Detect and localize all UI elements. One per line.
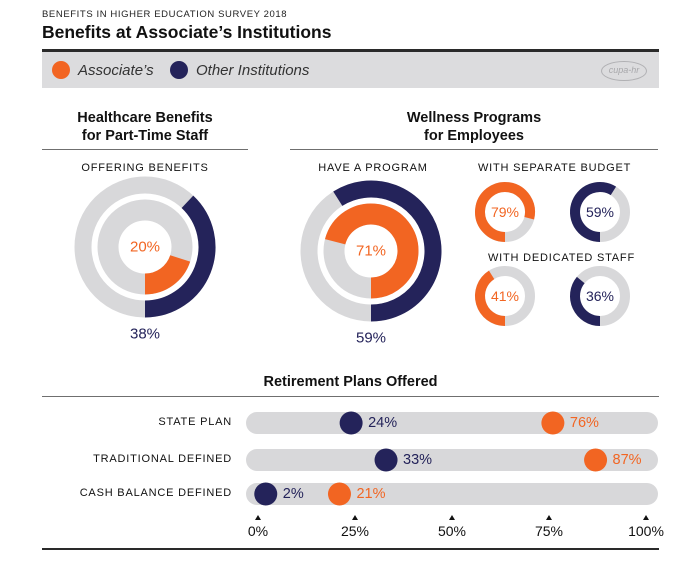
budget-associates-value-label: 79%: [491, 204, 519, 220]
healthcare-title: Healthcare Benefits for Part-Time Staff: [42, 109, 248, 145]
associates-arc: [144, 254, 191, 295]
other-value-label: 59%: [356, 330, 386, 347]
associates-dot-icon: [52, 61, 70, 79]
staff-associates-arc: [475, 270, 506, 326]
wellness-divider: [290, 149, 658, 150]
other-institutions-dot: [374, 448, 398, 472]
axis-tick-marker: [643, 515, 649, 520]
axis-tick-label: 0%: [248, 523, 268, 539]
offering-benefits-label: OFFERING BENEFITS: [81, 162, 209, 174]
other-institutions-dot: [339, 411, 363, 435]
row-label: STATE PLAN: [158, 416, 232, 428]
axis-tick-marker: [255, 515, 261, 520]
staff-other-arc: [570, 276, 601, 326]
wellness-title: Wellness Programs for Employees: [290, 109, 658, 145]
staff-other-value-label: 36%: [586, 288, 614, 304]
axis-tick-label: 75%: [535, 523, 563, 539]
separate-budget-label: WITH SEPARATE BUDGET: [478, 162, 632, 174]
other-institutions-arc: [144, 195, 216, 318]
associates-value-label: 76%: [570, 415, 599, 431]
associates-value-label: 71%: [356, 243, 386, 260]
have-program-label: HAVE A PROGRAM: [318, 162, 428, 174]
retirement-divider: [42, 396, 659, 397]
budget-other-donut: 59%: [570, 182, 630, 242]
wellness-title-line1: Wellness Programs: [406, 110, 542, 126]
axis-tick-label: 50%: [438, 523, 466, 539]
axis-tick-marker: [449, 515, 455, 520]
dedicated-staff-label: WITH DEDICATED STAFF: [488, 252, 635, 264]
legend-label: Associate’s: [78, 61, 154, 79]
page-title: Benefits at Associate’s Institutions: [42, 22, 332, 42]
associates-value-label: 21%: [356, 486, 385, 502]
other-institutions-value-label: 33%: [403, 452, 432, 468]
budget-associates-arc: [475, 182, 535, 242]
axis-tick-marker: [546, 515, 552, 520]
top-divider: [42, 49, 659, 52]
staff-associates-donut: 41%: [475, 266, 535, 326]
associates-value-label: 20%: [130, 239, 160, 256]
budget-associates-donut: 79%: [475, 182, 535, 242]
budget-other-value-label: 59%: [586, 204, 614, 220]
associates-dot: [327, 482, 351, 506]
staff-other-donut: 36%: [570, 266, 630, 326]
wellness-title-line2: for Employees: [424, 128, 524, 144]
healthcare-donut: 20% 38%: [74, 176, 216, 343]
legend-label: Other Institutions: [196, 61, 310, 79]
row-track: [246, 483, 658, 505]
row-track: [246, 449, 658, 471]
row-label: CASH BALANCE DEFINED: [79, 487, 232, 499]
other-institutions-arc: [333, 180, 442, 322]
budget-other-arc: [570, 182, 617, 242]
other-dot-icon: [170, 61, 188, 79]
axis-tick-marker: [352, 515, 358, 520]
healthcare-divider: [42, 149, 248, 150]
other-value-label: 38%: [130, 326, 160, 343]
associates-dot: [584, 448, 608, 472]
axis-tick-label: 25%: [341, 523, 369, 539]
retirement-title: Retirement Plans Offered: [263, 374, 438, 390]
survey-kicker: BENEFITS IN HIGHER EDUCATION SURVEY 2018: [42, 9, 288, 20]
other-institutions-value-label: 2%: [283, 486, 304, 502]
legend-item-associates: Associate’s: [52, 52, 154, 88]
staff-associates-value-label: 41%: [491, 288, 519, 304]
bottom-divider: [42, 548, 659, 550]
healthcare-title-line1: Healthcare Benefits: [77, 110, 213, 126]
axis-tick-label: 100%: [628, 523, 664, 539]
associates-dot: [541, 411, 565, 435]
healthcare-title-line2: for Part-Time Staff: [81, 128, 209, 144]
cupa-hr-logo: cupa-hr: [601, 61, 647, 81]
legend: Associate’s Other Institutions cupa-hr: [42, 52, 659, 88]
associates-value-label: 87%: [613, 452, 642, 468]
other-institutions-value-label: 24%: [368, 415, 397, 431]
legend-item-other: Other Institutions: [170, 52, 309, 88]
other-institutions-dot: [254, 482, 278, 506]
wellness-donut: 71% 59%: [300, 180, 442, 347]
associates-arc: [324, 203, 419, 299]
row-label: TRADITIONAL DEFINED: [93, 453, 232, 465]
